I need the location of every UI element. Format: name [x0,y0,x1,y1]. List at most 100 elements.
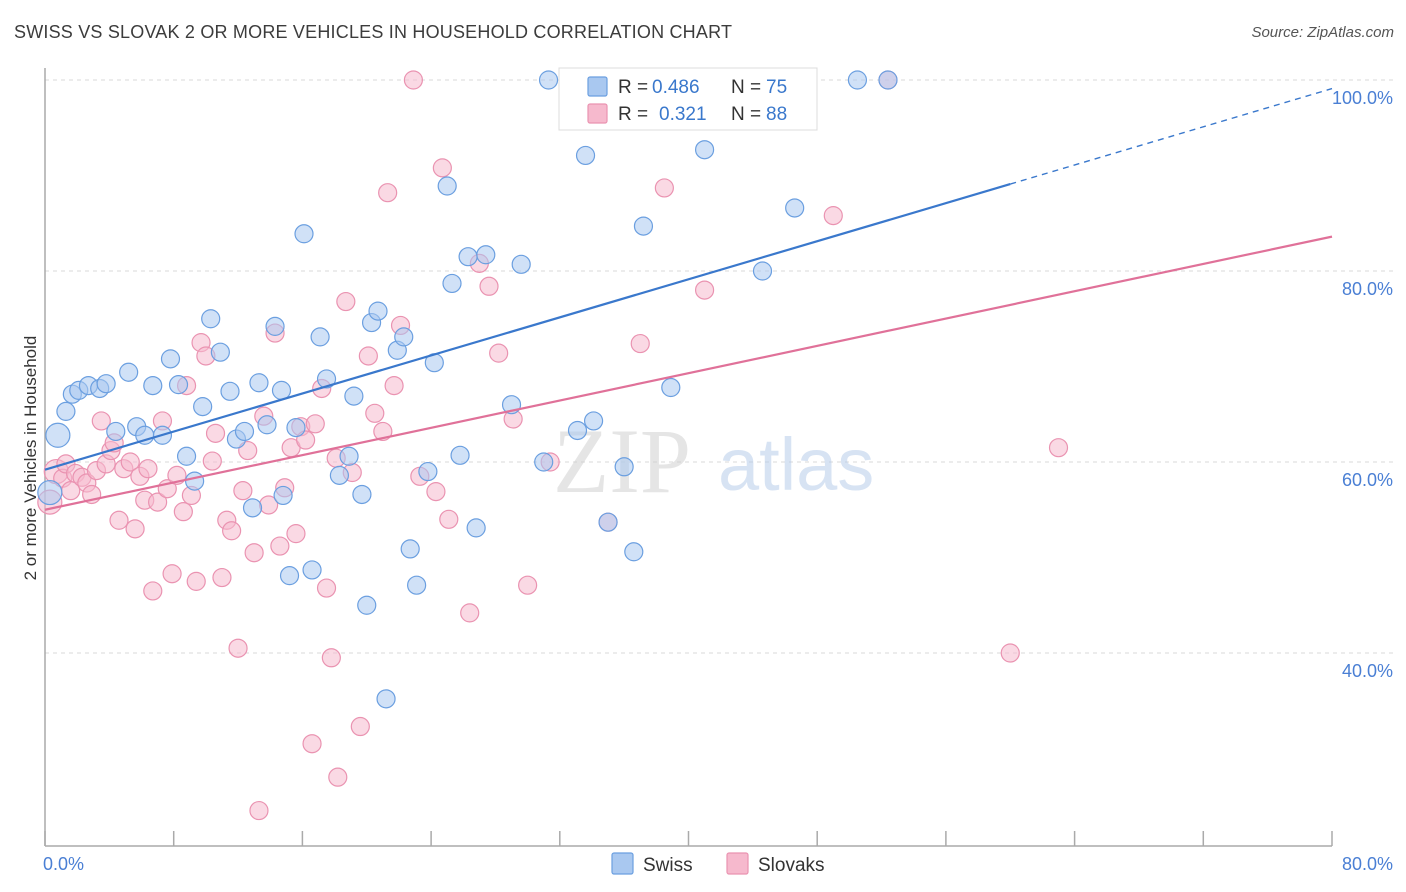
swiss-point [193,397,213,417]
swiss-point [357,595,377,615]
swiss-point [400,539,420,559]
chart-title: SWISS VS SLOVAK 2 OR MORE VEHICLES IN HO… [14,22,733,42]
slovak-point [328,767,348,787]
swiss-point [624,542,644,562]
swiss-point [45,422,71,448]
legend-n-value-swiss: 75 [766,77,787,98]
swiss-point [878,70,898,90]
legend-r-value-swiss: 0.486 [652,77,700,98]
swiss-point [450,445,470,465]
slovak-point [205,423,226,443]
swiss-point [279,566,300,586]
slovak-point [249,800,269,821]
slovak-point [1048,438,1069,458]
swiss-point [310,327,330,347]
slovak-point [823,206,843,226]
swiss-point [220,381,240,401]
x-tick-label-min: 0.0% [43,854,84,874]
swiss-point [567,420,588,441]
slovak-point [432,158,452,178]
slovak-point [654,178,674,198]
slovak-point [305,414,325,434]
slovak-point [212,567,232,588]
y-tick-label: 100.0% [1332,88,1393,108]
swiss-point [407,575,427,595]
swiss-point [234,421,255,442]
slovak-point [321,648,341,668]
swiss-point [56,401,76,421]
swiss-point [847,70,868,90]
watermark: ZIP atlas [553,410,874,512]
swiss-point [352,484,372,505]
trend-lines [44,87,1333,511]
swiss-point [344,386,364,406]
slovak-point [302,734,322,754]
swiss-point [575,145,596,166]
y-tick-label: 60.0% [1342,470,1393,490]
slovak-point [403,70,424,90]
swiss-point [242,498,263,518]
swiss-point [511,254,531,274]
legend-bottom-swatch-swiss [611,852,634,875]
slovak-point [694,280,715,300]
correlation-legend: R = 0.486 N = 75 R = 0.321 N = 88 [558,67,818,131]
slovak-point [125,519,145,539]
swiss-point [168,375,189,395]
swiss-point [442,273,462,294]
swiss-point [785,198,805,218]
slovak-point [460,603,480,623]
slovak-point [336,291,356,312]
swiss-point [210,342,230,362]
slovak-point [186,571,206,591]
legend-bottom-slovaks: Slovaks [758,855,825,876]
slovak-point [228,638,248,658]
swiss-point [96,374,116,394]
y-axis-label: 2 or more Vehicles in Household [21,336,40,581]
swiss-point [458,247,478,267]
swiss-point [752,261,773,281]
swiss-point [661,377,681,398]
slovak-point [373,421,393,442]
legend-r-label-swiss: R = [618,77,648,98]
swiss-point [249,373,269,393]
legend-bottom-swatch-slovak [726,852,749,875]
swiss-point [534,452,554,472]
swiss-point [437,176,457,196]
legend-n-label-swiss: N = [731,77,761,98]
slovak-point [316,578,337,598]
swiss-point [466,518,486,538]
slovak-point [244,543,264,563]
x-tick-label-max: 80.0% [1342,854,1393,874]
swiss-point [694,140,715,160]
slovak-point [202,451,222,471]
swiss-point [316,369,337,389]
watermark-atlas: atlas [718,423,874,506]
slovak-point [233,481,253,501]
y-tick-label: 40.0% [1342,661,1393,681]
slovak-point [238,440,258,461]
swiss-point [538,70,559,90]
swiss-point [394,327,414,347]
swiss-point [418,461,438,482]
swiss-point [614,457,634,477]
slovak-trend-line [44,235,1333,511]
swiss-point [329,465,350,485]
swiss-point [201,309,221,329]
slovak-point [630,333,650,354]
slovak-point [384,376,404,396]
series-legend: Swiss Slovaks [611,852,825,876]
swiss-point [376,689,396,709]
swiss-point [257,415,277,435]
slovak-point [173,502,193,522]
slovak-point [270,536,290,556]
slovak-point [222,521,242,541]
swiss-point [106,421,126,442]
slovak-point [138,459,158,479]
slovak-point [350,716,370,737]
slovak-point [378,183,398,203]
swiss-points [37,70,898,709]
legend-r-label-slovak: R = [618,104,648,125]
swiss-point [476,245,496,265]
legend-swatch-swiss [587,76,608,97]
